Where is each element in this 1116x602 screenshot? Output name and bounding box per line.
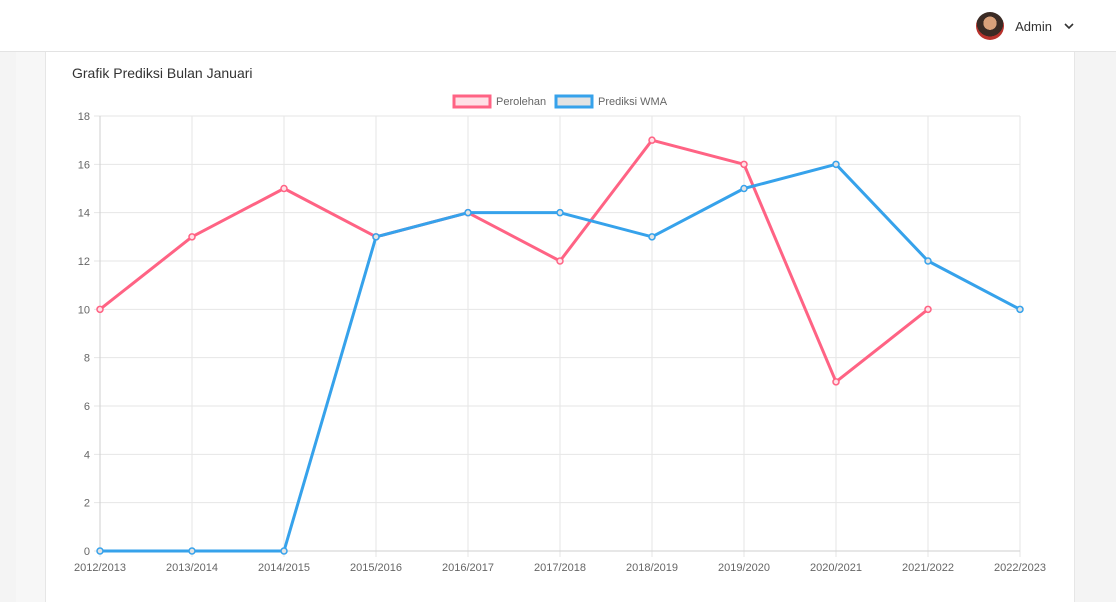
chevron-down-icon[interactable] <box>1062 19 1076 33</box>
x-tick-label: 2020/2021 <box>810 562 862 574</box>
chart-series <box>96 136 1024 555</box>
y-tick-label: 10 <box>78 304 90 316</box>
data-point <box>924 257 932 265</box>
data-point <box>556 257 564 265</box>
data-point <box>464 208 472 217</box>
user-name[interactable]: Admin <box>1015 18 1052 34</box>
data-point <box>832 160 840 169</box>
data-point <box>96 547 104 555</box>
x-tick-label: 2012/2013 <box>74 562 126 574</box>
y-tick-label: 6 <box>84 401 90 413</box>
series-line-0 <box>99 138 929 384</box>
data-point <box>740 184 748 193</box>
chart-card-title: Grafik Prediksi Bulan Januari <box>72 65 253 81</box>
data-point <box>556 208 564 217</box>
data-point <box>740 160 748 169</box>
chart-axes: 0 2 4 6 8 10 12 14 16 18 2012/2013 2013/2014 2014/20… <box>74 111 1046 574</box>
y-tick-label: 18 <box>78 111 90 123</box>
top-navbar: Admin <box>0 0 1116 52</box>
x-tick-label: 2017/2018 <box>534 562 586 574</box>
data-point <box>1016 305 1024 314</box>
data-point <box>280 547 288 555</box>
y-tick-label: 0 <box>84 546 90 558</box>
data-point <box>648 233 656 241</box>
avatar[interactable] <box>976 12 1005 40</box>
y-tick-label: 12 <box>78 256 90 268</box>
x-tick-label: 2014/2015 <box>258 562 310 574</box>
legend-swatch <box>554 94 594 109</box>
data-point <box>280 184 288 193</box>
x-tick-label: 2022/2023 <box>994 562 1046 574</box>
legend-label: Prediksi WMA <box>598 96 668 108</box>
y-tick-label: 4 <box>84 449 90 461</box>
y-tick-label: 14 <box>78 208 90 220</box>
x-tick-label: 2013/2014 <box>166 562 218 574</box>
legend-swatch <box>452 94 492 109</box>
y-tick-label: 16 <box>78 159 90 171</box>
x-tick-label: 2021/2022 <box>902 562 954 574</box>
y-tick-label: 8 <box>84 353 90 365</box>
data-point <box>832 378 840 386</box>
data-point <box>188 547 196 555</box>
x-tick-label: 2016/2017 <box>442 562 494 574</box>
data-point <box>96 305 104 314</box>
data-point <box>924 305 932 314</box>
chart-grid <box>94 115 1021 557</box>
data-point <box>188 233 196 241</box>
user-menu[interactable]: Admin <box>976 11 1076 41</box>
data-point <box>372 233 380 241</box>
x-tick-label: 2015/2016 <box>350 562 402 574</box>
data-point <box>648 136 656 144</box>
y-tick-label: 2 <box>84 498 90 510</box>
x-tick-label: 2018/2019 <box>626 562 678 574</box>
chart-legend: Perolehan Prediksi WMA <box>452 94 668 109</box>
legend-label: Perolehan <box>496 96 546 108</box>
x-tick-label: 2019/2020 <box>718 562 770 574</box>
